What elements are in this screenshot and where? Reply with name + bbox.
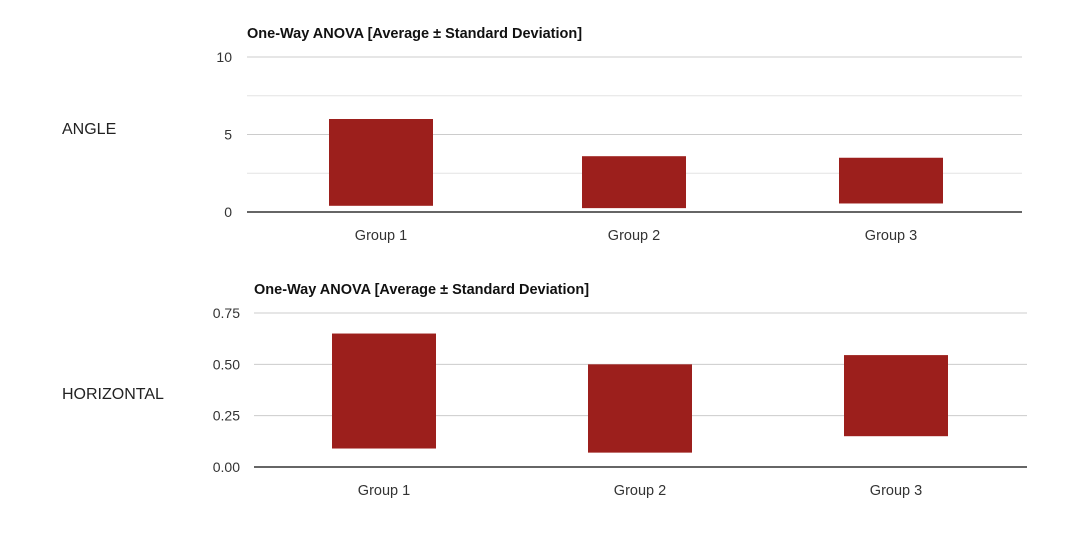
bar-group-3[interactable]: [839, 157, 943, 204]
chart-title: One-Way ANOVA [Average ± Standard Deviat…: [247, 26, 582, 42]
bar-group-1[interactable]: [329, 119, 433, 206]
bar-group-3[interactable]: [844, 355, 948, 437]
bar-group-2[interactable]: [588, 364, 692, 453]
x-category-label: Group 2: [614, 483, 666, 499]
row-label-horizontal: HORIZONTAL: [62, 386, 164, 403]
x-category-label: Group 2: [608, 228, 660, 244]
y-tick-label: 0.50: [213, 356, 240, 372]
y-tick-label: 5: [224, 127, 232, 143]
y-tick-label: 10: [216, 49, 232, 65]
bar-group-2[interactable]: [582, 156, 686, 209]
x-category-label: Group 3: [870, 483, 922, 499]
bar-group-1[interactable]: [332, 333, 436, 449]
chart-horizontal: One-Way ANOVA [Average ± Standard Deviat…: [213, 282, 1027, 499]
y-tick-label: 0.00: [213, 459, 240, 475]
y-tick-label: 0.75: [213, 305, 240, 321]
x-category-label: Group 1: [355, 228, 407, 244]
x-category-label: Group 1: [358, 483, 410, 499]
y-tick-label: 0.25: [213, 408, 240, 424]
y-tick-label: 0: [224, 204, 232, 220]
x-category-label: Group 3: [865, 228, 917, 244]
row-label-angle: ANGLE: [62, 121, 117, 138]
chart-title: One-Way ANOVA [Average ± Standard Deviat…: [254, 282, 589, 298]
chart-angle: One-Way ANOVA [Average ± Standard Deviat…: [216, 26, 1022, 244]
